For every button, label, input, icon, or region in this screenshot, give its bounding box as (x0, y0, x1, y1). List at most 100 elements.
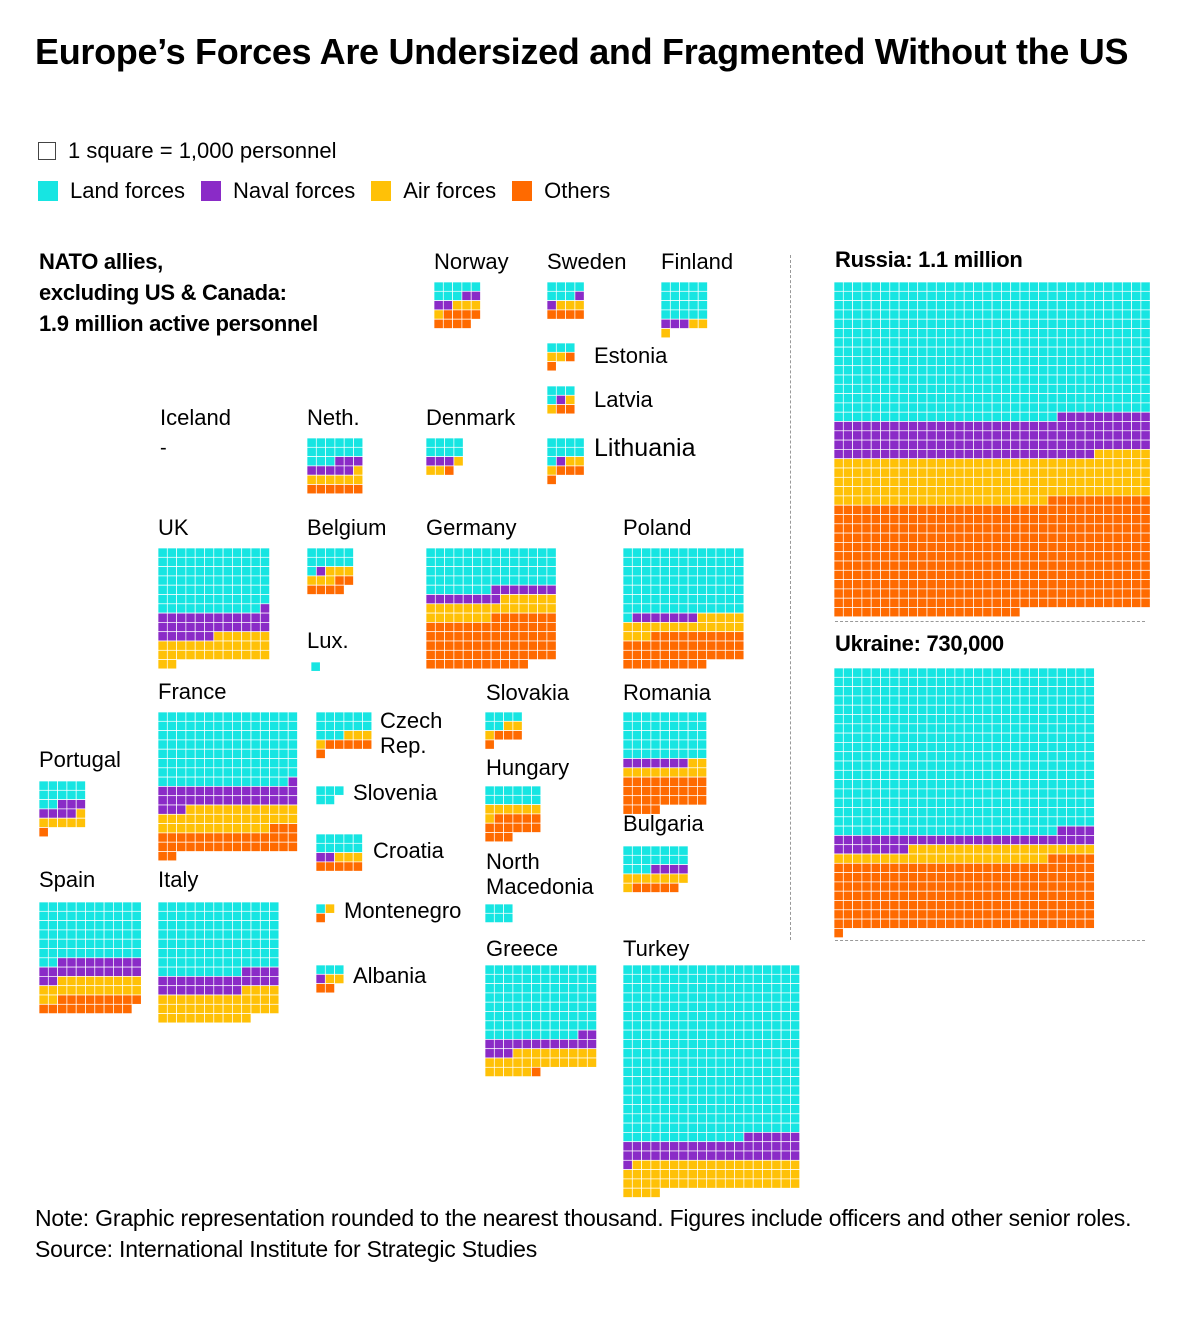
waffle-cell-spain-land (57, 920, 68, 931)
waffle-cell-norway-others (433, 318, 444, 329)
waffle-cell-russia-others (963, 523, 974, 534)
waffle-cell-russia-land (1112, 356, 1123, 367)
waffle-cell-ukraine-naval (889, 844, 900, 855)
waffle-cell-greece-land (521, 1001, 532, 1012)
waffle-cell-turkey-land (669, 1076, 680, 1087)
waffle-cell-france-air (213, 813, 224, 824)
waffle-cell-russia-others (935, 532, 946, 543)
waffle-cell-russia-others (1010, 514, 1021, 525)
waffle-cell-france-land (259, 748, 270, 759)
waffle-cell-france-land (232, 711, 243, 722)
waffle-cell-czech-rep--land (315, 711, 326, 722)
waffle-cell-russia-others (861, 569, 872, 580)
waffle-cell-russia-naval (1112, 439, 1123, 450)
nato-heading-line-3: 1.9 million active personnel (39, 311, 318, 336)
waffle-cell-belgium-air (334, 566, 345, 577)
waffle-cell-russia-naval (1038, 449, 1049, 460)
waffle-cell-ukraine-others (898, 862, 909, 873)
waffle-cell-ukraine-others (861, 862, 872, 873)
waffle-cell-ukraine-air (982, 853, 993, 864)
waffle-cell-italy-land (269, 929, 280, 940)
waffle-cell-romania-naval (622, 758, 633, 769)
waffle-cell-russia-land (1121, 290, 1132, 301)
waffle-cell-ukraine-land (852, 760, 863, 771)
waffle-cell-russia-land (1075, 374, 1086, 385)
waffle-cell-spain-land (75, 910, 86, 921)
waffle-cell-poland-land (669, 556, 680, 567)
waffle-cell-france-land (166, 720, 177, 731)
waffle-cell-ukraine-others (917, 890, 928, 901)
waffle-cell-poland-land (631, 584, 642, 595)
waffle-cell-russia-others (1094, 597, 1105, 608)
waffle-cell-russia-naval (1001, 449, 1012, 460)
waffle-cell-russia-others (861, 532, 872, 543)
waffle-cell-russia-others (954, 597, 965, 608)
waffle-cell-spain-land (103, 938, 114, 949)
waffle-cell-germany-land (453, 575, 464, 586)
waffle-cell-ukraine-others (926, 890, 937, 901)
waffle-cell-turkey-land (752, 1076, 763, 1087)
waffle-cell-germany-land (546, 547, 557, 558)
waffle-cell-romania-land (687, 730, 698, 741)
waffle-cell-russia-land (898, 402, 909, 413)
waffle-cell-russia-naval (870, 439, 881, 450)
waffle-cell-france-air (269, 813, 280, 824)
waffle-cell-france-air (269, 804, 280, 815)
waffle-cell-ukraine-land (1038, 797, 1049, 808)
waffle-cell-italy-land (232, 938, 243, 949)
waffle-cell-ukraine-land (963, 667, 974, 678)
waffle-cell-romania-land (669, 739, 680, 750)
waffle-cell-russia-air (1019, 486, 1030, 497)
waffle-cell-finland-land (669, 309, 680, 320)
waffle-cell-ukraine-air (898, 853, 909, 864)
waffle-cell-russia-naval (973, 430, 984, 441)
waffle-cell-russia-land (833, 365, 844, 376)
waffle-cell-russia-air (898, 467, 909, 478)
waffle-cell-ukraine-land (880, 807, 891, 818)
waffle-cell-russia-land (1075, 393, 1086, 404)
waffle-cell-greece-land (540, 992, 551, 1003)
waffle-cell-turkey-land (697, 973, 708, 984)
waffle-cell-russia-land (908, 281, 919, 292)
waffle-cell-russia-land (935, 328, 946, 339)
waffle-cell-russia-others (991, 514, 1002, 525)
waffle-cell-turkey-land (687, 1076, 698, 1087)
waffle-cell-uk-land (222, 566, 233, 577)
waffle-cell-russia-land (1010, 318, 1021, 329)
waffle-cell-turkey-air (650, 1159, 661, 1170)
waffle-cell-italy-air (157, 1013, 168, 1024)
waffle-cell-neth--air (306, 474, 317, 485)
waffle-cell-spain-others (122, 994, 133, 1005)
waffle-cell-poland-land (734, 603, 745, 614)
waffle-cell-ukraine-land (1038, 714, 1049, 725)
waffle-cell-germany-others (527, 622, 538, 633)
waffle-cell-greece-land (549, 973, 560, 984)
waffle-cell-ukraine-others (1001, 890, 1012, 901)
waffle-cell-russia-others (861, 588, 872, 599)
waffle-cell-norway-others (470, 309, 481, 320)
waffle-cell-russia-land (926, 356, 937, 367)
waffle-cell-russia-land (954, 393, 965, 404)
waffle-cell-russia-land (1121, 374, 1132, 385)
waffle-cell-turkey-land (659, 1039, 670, 1050)
waffle-cell-turkey-land (734, 1048, 745, 1059)
waffle-cell-ukraine-land (833, 825, 844, 836)
waffle-cell-ukraine-others (1028, 872, 1039, 883)
waffle-cell-russia-others (935, 607, 946, 618)
waffle-cell-italy-land (213, 957, 224, 968)
waffle-romania (622, 711, 708, 815)
waffle-cell-russia-naval (954, 439, 965, 450)
waffle-cell-ukraine-others (954, 890, 965, 901)
waffle-cell-spain-others (122, 1003, 133, 1014)
waffle-cell-romania-naval (678, 758, 689, 769)
waffle-cell-russia-naval (1121, 421, 1132, 432)
waffle-cell-russia-land (1066, 383, 1077, 394)
waffle-cell-germany-others (453, 640, 464, 651)
waffle-cell-ukraine-air (917, 844, 928, 855)
waffle-cell-spain-naval (85, 966, 96, 977)
waffle-cell-ukraine-land (926, 704, 937, 715)
waffle-cell-russia-others (1001, 542, 1012, 553)
waffle-cell-turkey-land (724, 1094, 735, 1105)
waffle-cell-russia-naval (833, 421, 844, 432)
waffle-cell-turkey-land (678, 1066, 689, 1077)
